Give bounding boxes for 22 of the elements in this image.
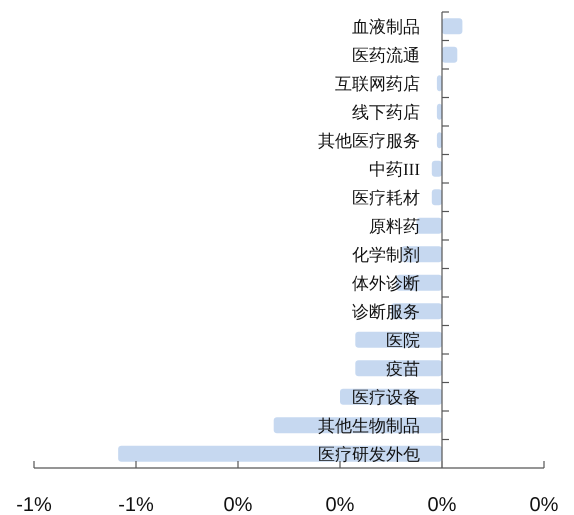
x-tick-label: 0% [224,494,253,515]
x-tick-label: 0% [428,494,457,515]
y-tick-label: 原料药 [369,216,420,236]
y-tick-label: 医疗设备 [352,388,420,407]
x-tick-label: 0% [530,494,559,515]
y-tick-label: 体外诊断 [352,274,420,293]
y-tick-label: 医疗耗材 [352,188,420,208]
y-tick-label: 医院 [386,330,420,350]
y-tick-label: 医疗研发外包 [318,444,420,464]
x-tick-label: -1% [16,494,52,515]
y-tick-label: 疫苗 [386,359,420,378]
x-tick-label: 0% [326,494,355,515]
y-tick-label: 其他生物制品 [318,416,420,436]
y-tick-label: 诊断服务 [352,302,420,322]
y-tick-label: 线下药店 [352,102,420,122]
x-tick-label: -1% [118,494,154,515]
y-tick-label: 互联网药店 [335,74,420,94]
y-tick-label: 血液制品 [352,17,420,36]
y-tick-label: 其他医疗服务 [318,131,420,150]
y-tick-label: 化学制剂 [352,245,420,264]
y-tick-label: 中药III [369,160,420,179]
y-tick-label: 医药流通 [352,46,420,65]
